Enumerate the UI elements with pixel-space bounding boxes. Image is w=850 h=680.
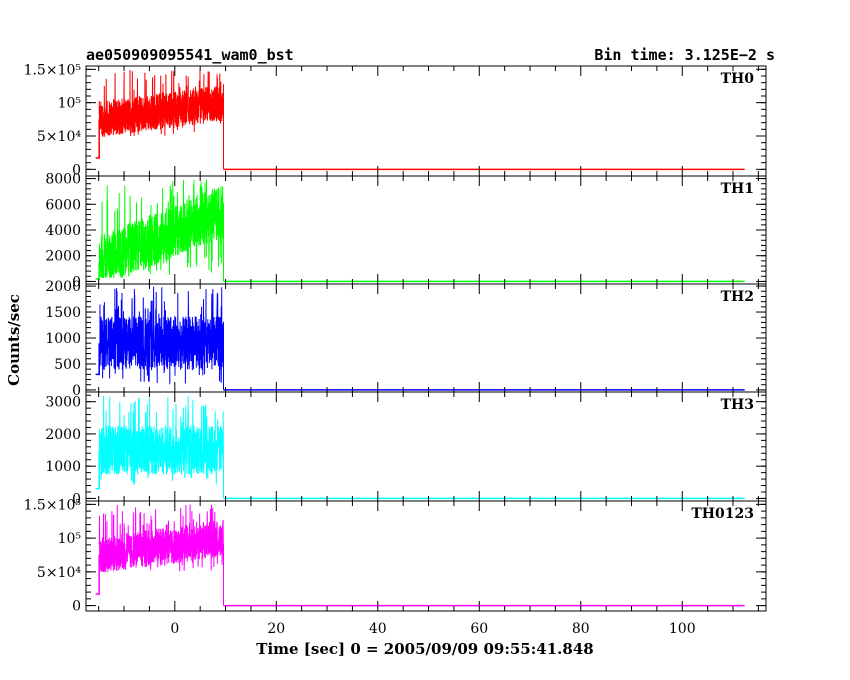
pre-trigger-line xyxy=(95,554,100,595)
chart-title: ae050909095541_wam0_bst xyxy=(86,46,294,64)
x-tick-label: 0 xyxy=(170,621,179,637)
panels: 05×10⁴10⁵1.5×10⁵TH002000400060008000TH10… xyxy=(24,62,767,637)
panel-label-th0: TH0 xyxy=(721,71,755,87)
panel-label-th2: TH2 xyxy=(721,289,754,305)
x-tick-label: 100 xyxy=(669,621,696,637)
y-tick-label: 500 xyxy=(54,357,81,373)
bin-time-label: Bin time: 3.125E−2 s xyxy=(594,46,775,64)
y-tick-label: 1000 xyxy=(45,459,81,475)
y-tick-label: 1.5×10⁵ xyxy=(24,497,82,513)
panel-th3: 0 1000 2000 3000 TH3 xyxy=(45,391,767,507)
x-axis: 0 20 40 60 80 100 xyxy=(170,621,695,637)
data-series-th3 xyxy=(95,395,745,500)
y-tick-label: 10⁵ xyxy=(58,531,82,547)
panel-th1: 0 2000 4000 6000 8000 TH1 xyxy=(45,172,767,290)
y-tick-label: 5×10⁴ xyxy=(37,129,81,145)
y-tick-label: 0 xyxy=(72,162,81,178)
x-tick-label: 80 xyxy=(572,621,590,637)
data-series-th1 xyxy=(95,179,745,283)
burst-line xyxy=(98,69,224,170)
x-axis-label: Time [sec] 0 = 2005/09/09 09:55:41.848 xyxy=(256,640,593,658)
y-tick-label: 0 xyxy=(72,491,81,507)
panel-label-th0123: TH0123 xyxy=(691,506,754,522)
burst-line xyxy=(98,504,224,606)
y-tick-label: 3000 xyxy=(45,395,81,411)
y-tick-label: 10⁵ xyxy=(58,96,82,112)
panel-frame xyxy=(85,500,767,612)
pre-trigger-line xyxy=(95,450,100,490)
x-tick-label: 60 xyxy=(470,621,488,637)
panel-th2: 0 500 1000 1500 2000 TH2 xyxy=(45,279,767,399)
panel-th0: 0 5×10⁴ 10⁵ 1.5×10⁵ TH0 xyxy=(24,62,767,178)
y-tick-label: 2000 xyxy=(45,249,81,265)
x-tick-label: 40 xyxy=(369,621,387,637)
y-tick-label: 2000 xyxy=(45,427,81,443)
data-series-th0 xyxy=(95,69,745,171)
y-tick-label: 0 xyxy=(72,383,81,399)
x-tick-label: 20 xyxy=(267,621,285,637)
panel-label-th1: TH1 xyxy=(721,181,754,197)
burst-line xyxy=(98,395,224,499)
y-tick-label: 6000 xyxy=(45,197,81,213)
panel-label-th3: TH3 xyxy=(721,397,754,413)
data-series-th2 xyxy=(95,286,745,391)
y-tick-label: 5×10⁴ xyxy=(37,565,81,581)
pre-trigger-line xyxy=(95,262,100,280)
y-tick-label: 1.5×10⁵ xyxy=(24,62,82,78)
burst-line xyxy=(98,286,224,390)
y-tick-label: 1500 xyxy=(45,305,81,321)
burst-line xyxy=(98,179,224,282)
data-series-th0123 xyxy=(95,504,745,607)
panel-th0123: 0 5×10⁴ 10⁵ 1.5×10⁵ TH0123 xyxy=(24,497,767,615)
pre-trigger-line xyxy=(95,119,100,159)
y-axis-label: Counts/sec xyxy=(5,294,23,386)
y-tick-label: 0 xyxy=(72,274,81,290)
y-tick-label: 4000 xyxy=(45,223,81,239)
y-tick-label: 2000 xyxy=(45,279,81,295)
y-tick-label: 0 xyxy=(72,599,81,615)
y-tick-label: 1000 xyxy=(45,331,81,347)
pre-trigger-line xyxy=(95,343,100,376)
y-tick-label: 8000 xyxy=(45,172,81,188)
